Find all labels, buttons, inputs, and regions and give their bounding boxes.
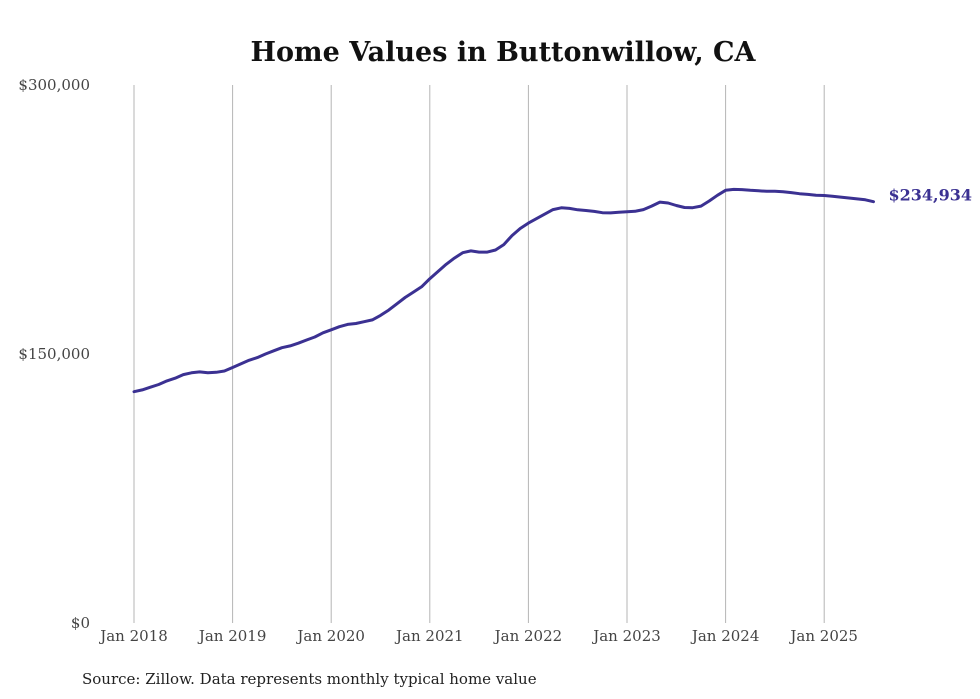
- x-tick-label: Jan 2019: [197, 627, 267, 645]
- x-tick-label: Jan 2018: [98, 627, 168, 645]
- vertical-gridlines: [133, 85, 825, 623]
- y-axis-ticks: $0 $150,000 $300,000: [18, 76, 90, 632]
- x-tick-label: Jan 2022: [493, 627, 563, 645]
- x-tick-label: Jan 2024: [690, 627, 760, 645]
- latest-value-label: $234,934: [889, 186, 973, 205]
- y-tick-label: $150,000: [18, 345, 90, 363]
- y-tick-label: $300,000: [18, 76, 90, 94]
- x-tick-label: Jan 2021: [394, 627, 464, 645]
- x-tick-label: Jan 2025: [788, 627, 858, 645]
- source-note: Source: Zillow. Data represents monthly …: [82, 670, 537, 688]
- x-tick-label: Jan 2023: [591, 627, 661, 645]
- x-tick-label: Jan 2020: [295, 627, 365, 645]
- y-tick-label: $0: [71, 614, 90, 632]
- home-value-series-line: [132, 187, 875, 394]
- chart-title: Home Values in Buttonwillow, CA: [251, 37, 757, 68]
- x-axis-ticks: Jan 2018 Jan 2019 Jan 2020 Jan 2021 Jan 2022…: [98, 627, 858, 645]
